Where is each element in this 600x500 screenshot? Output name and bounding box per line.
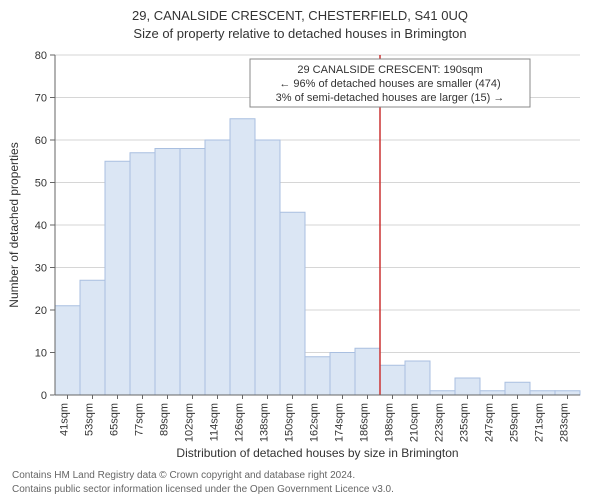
y-tick-label: 10 (35, 348, 47, 360)
y-axis-label: Number of detached properties (7, 142, 21, 307)
x-tick-label: 235sqm (459, 403, 471, 442)
x-tick-label: 283sqm (559, 403, 571, 442)
x-tick-label: 77sqm (134, 403, 146, 436)
histogram-bar (55, 306, 80, 395)
chart-title-line1: 29, CANALSIDE CRESCENT, CHESTERFIELD, S4… (132, 8, 468, 23)
histogram-bar (530, 391, 555, 395)
y-tick-label: 30 (35, 263, 47, 275)
histogram-bar (155, 149, 180, 396)
chart-container: 0 10 20 30 40 50 60 70 80 41sqm 53sqm 65sqm 77sqm 89s… (0, 0, 600, 500)
histogram-bar (205, 140, 230, 395)
x-tick-label: 210sqm (409, 403, 421, 442)
histogram-bar (105, 161, 130, 395)
y-tick-label: 50 (35, 178, 47, 190)
callout-line1: 29 CANALSIDE CRESCENT: 190sqm (297, 64, 482, 76)
x-tick-label: 271sqm (534, 403, 546, 442)
histogram-bar (405, 361, 430, 395)
x-tick-label: 89sqm (159, 403, 171, 436)
histogram-bar (305, 357, 330, 395)
y-tick-label: 70 (35, 93, 47, 105)
y-tick-label: 40 (35, 220, 47, 232)
x-tick-label: 138sqm (259, 403, 271, 442)
histogram-chart: 0 10 20 30 40 50 60 70 80 41sqm 53sqm 65sqm 77sqm 89s… (0, 0, 600, 500)
x-tick-label: 174sqm (334, 403, 346, 442)
x-tick-label: 247sqm (484, 403, 496, 442)
histogram-bar (230, 119, 255, 395)
histogram-bar (80, 280, 105, 395)
histogram-bar (355, 348, 380, 395)
histogram-bar (130, 153, 155, 395)
callout-line2: ← 96% of detached houses are smaller (47… (279, 78, 500, 90)
histogram-bar (555, 391, 580, 395)
x-tick-label: 223sqm (434, 403, 446, 442)
histogram-bar (455, 378, 480, 395)
histogram-bar (505, 382, 530, 395)
attribution-line2: Contains public sector information licen… (12, 484, 394, 495)
x-tick-label: 102sqm (184, 403, 196, 442)
x-tick-label: 41sqm (59, 403, 71, 436)
histogram-bar (480, 391, 505, 395)
histogram-bar (430, 391, 455, 395)
x-tick-label: 259sqm (509, 403, 521, 442)
x-tick-label: 162sqm (309, 403, 321, 442)
y-tick-label: 20 (35, 305, 47, 317)
x-tick-label: 198sqm (384, 403, 396, 442)
chart-title-line2: Size of property relative to detached ho… (133, 26, 466, 41)
y-tick-label: 80 (35, 50, 47, 62)
x-tick-label: 53sqm (84, 403, 96, 436)
histogram-bar (380, 365, 405, 395)
histogram-bar (330, 353, 355, 396)
histogram-bar (280, 212, 305, 395)
y-tick-label: 60 (35, 135, 47, 147)
x-tick-label: 186sqm (359, 403, 371, 442)
callout-line3: 3% of semi-detached houses are larger (1… (276, 92, 505, 104)
histogram-bar (180, 149, 205, 396)
x-tick-label: 114sqm (209, 403, 221, 441)
x-tick-label: 126sqm (234, 403, 246, 442)
y-tick-label: 0 (41, 390, 47, 402)
attribution-line1: Contains HM Land Registry data © Crown c… (12, 470, 355, 481)
x-tick-label: 150sqm (284, 403, 296, 442)
histogram-bar (255, 140, 280, 395)
x-axis-label: Distribution of detached houses by size … (176, 446, 458, 460)
x-tick-label: 65sqm (109, 403, 121, 436)
